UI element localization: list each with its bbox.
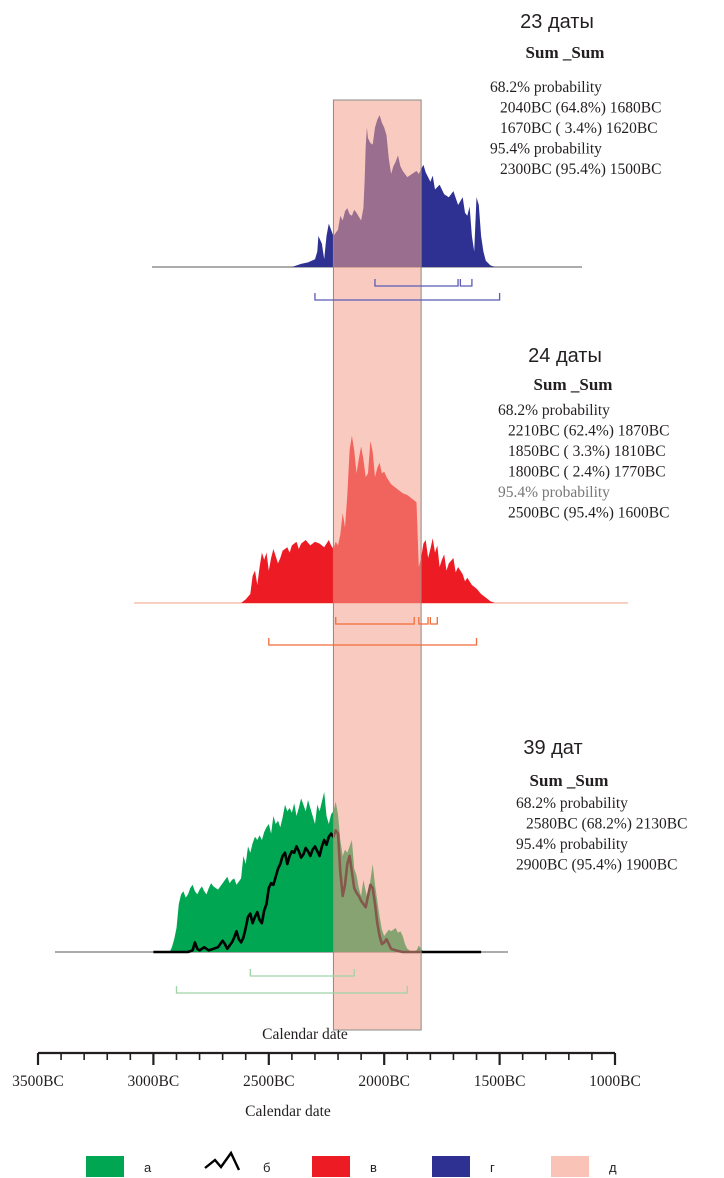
range-68-2-2	[418, 617, 429, 625]
prob-line-1-2: 2040BC (64.8%) 1680BC	[500, 100, 661, 117]
legend-label-д: д	[609, 1160, 617, 1175]
prob-line-2-2: 2210BC (62.4%) 1870BC	[508, 423, 669, 440]
x-tick-label: 2500BC	[243, 1073, 295, 1090]
text-layer: 23 даты Sum _Sum 68.2% probability 2040BC (…	[490, 11, 687, 874]
panel-title-1: 23 даты	[520, 11, 594, 33]
range-68-2-3	[429, 617, 438, 625]
legend-label-в: в	[370, 1160, 377, 1175]
legend-swatch-в	[312, 1156, 350, 1177]
legend-swatch-д	[551, 1156, 589, 1177]
highlight-layer	[332, 99, 422, 1031]
x-tick-label: 1000BC	[589, 1073, 641, 1090]
prob-line-1-4: 95.4% probability	[490, 141, 602, 158]
x-tick-label: 2000BC	[358, 1073, 410, 1090]
prob-line-3-3: 95.4% probability	[516, 836, 628, 853]
axis-layer: Calendar date 3500BC 3000BC 2500BC 2000BC 150…	[12, 1026, 641, 1120]
prob-line-1-1: 68.2% probability	[490, 79, 602, 96]
axis-label-top: Calendar date	[262, 1026, 348, 1043]
range-68-1-2	[459, 279, 473, 287]
range-68-1-1	[374, 279, 459, 287]
range-95-2-1	[268, 638, 478, 646]
prob-line-3-1: 68.2% probability	[516, 795, 628, 812]
legend-swatch-г	[432, 1156, 470, 1177]
ranges-layer	[175, 279, 501, 994]
highlight-band	[332, 99, 422, 1031]
legend-label-б: б	[263, 1160, 270, 1175]
prob-line-2-6: 2500BC (95.4%) 1600BC	[508, 505, 669, 522]
prob-line-3-2: 2580BC (68.2%) 2130BC	[526, 816, 687, 833]
panel-title-3: 39 дат	[523, 737, 582, 759]
panel-title-2: 24 даты	[528, 345, 602, 367]
range-95-3-1	[175, 986, 408, 994]
prob-line-1-3: 1670BC ( 3.4%) 1620BC	[500, 120, 658, 137]
prob-line-2-1: 68.2% probability	[498, 402, 610, 419]
prob-line-2-3: 1850BC ( 3.3%) 1810BC	[508, 443, 666, 460]
axis-label-bottom: Calendar date	[245, 1103, 331, 1120]
legend-label-г: г	[490, 1160, 495, 1175]
legend-swatch-а	[86, 1156, 124, 1177]
prob-line-3-4: 2900BC (95.4%) 1900BC	[516, 857, 677, 874]
panel-subtitle-1: Sum _Sum	[526, 43, 605, 62]
legend-label-а: а	[144, 1160, 152, 1175]
panel-subtitle-3: Sum _Sum	[530, 771, 609, 790]
prob-line-2-5: 95.4% probability	[498, 484, 610, 501]
range-95-1-1	[314, 293, 501, 301]
legend-layer: а б в г д	[86, 1150, 617, 1177]
panel-subtitle-2: Sum _Sum	[534, 375, 613, 394]
range-68-3-1	[249, 969, 355, 977]
x-tick-label: 3000BC	[128, 1073, 180, 1090]
x-tick-label: 1500BC	[474, 1073, 526, 1090]
prob-line-1-5: 2300BC (95.4%) 1500BC	[500, 161, 661, 178]
range-68-2-1	[335, 617, 415, 625]
prob-line-2-4: 1800BC ( 2.4%) 1770BC	[508, 464, 666, 481]
x-tick-label: 3500BC	[12, 1073, 64, 1090]
legend-line-б	[204, 1150, 241, 1171]
